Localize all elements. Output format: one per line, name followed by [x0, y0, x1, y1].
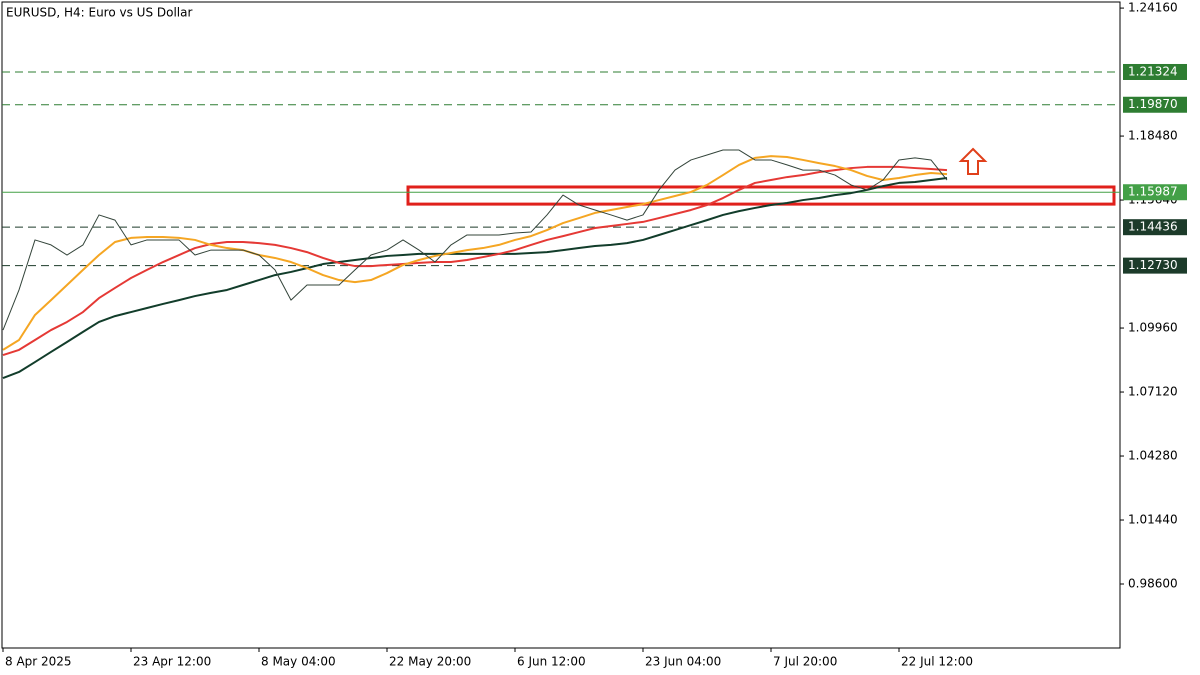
- y-tick-label: 1.24160: [1128, 1, 1178, 15]
- level-label-bg: [1123, 184, 1187, 201]
- x-tick-label: 23 Apr 12:00: [133, 655, 211, 669]
- level-label: 1.21324: [1128, 64, 1178, 78]
- level-label: 1.12730: [1128, 258, 1178, 272]
- arrow-up: [958, 147, 988, 175]
- chart-title: EURUSD, H4: Euro vs US Dollar: [6, 6, 192, 20]
- x-tick-label: 23 Jun 04:00: [645, 655, 721, 669]
- level-label-bg: [1123, 96, 1187, 113]
- plot-frame: [1, 1, 1121, 649]
- x-tick-label: 22 May 20:00: [389, 655, 471, 669]
- x-tick-label: 22 Jul 12:00: [901, 655, 973, 669]
- y-tick-label: 1.01440: [1128, 513, 1178, 527]
- level-label-bg: [1123, 257, 1187, 274]
- x-tick-label: 6 Jun 12:00: [517, 655, 586, 669]
- arrow-icon: [958, 147, 988, 175]
- series-line: [2, 149, 948, 331]
- level-label-bg: [1123, 63, 1187, 80]
- x-tick-label: 7 Jul 20:00: [773, 655, 837, 669]
- y-tick-label: 1.18480: [1128, 129, 1178, 143]
- y-tick-label: 1.04280: [1128, 449, 1178, 463]
- zone-box: [406, 185, 1116, 206]
- level-label: 1.15987: [1128, 185, 1178, 199]
- level-label: 1.19870: [1128, 97, 1178, 111]
- y-tick-label: 1.07120: [1128, 385, 1178, 399]
- series-line: [2, 155, 948, 351]
- level-label-bg: [1123, 219, 1187, 236]
- series-line: [2, 176, 948, 379]
- y-tick-label: 1.09960: [1128, 321, 1178, 335]
- level-label: 1.14436: [1128, 220, 1178, 234]
- series-line: [2, 165, 948, 357]
- y-tick-label: 0.98600: [1128, 577, 1178, 591]
- x-tick-label: 8 May 04:00: [261, 655, 336, 669]
- x-tick-label: 8 Apr 2025: [5, 655, 72, 669]
